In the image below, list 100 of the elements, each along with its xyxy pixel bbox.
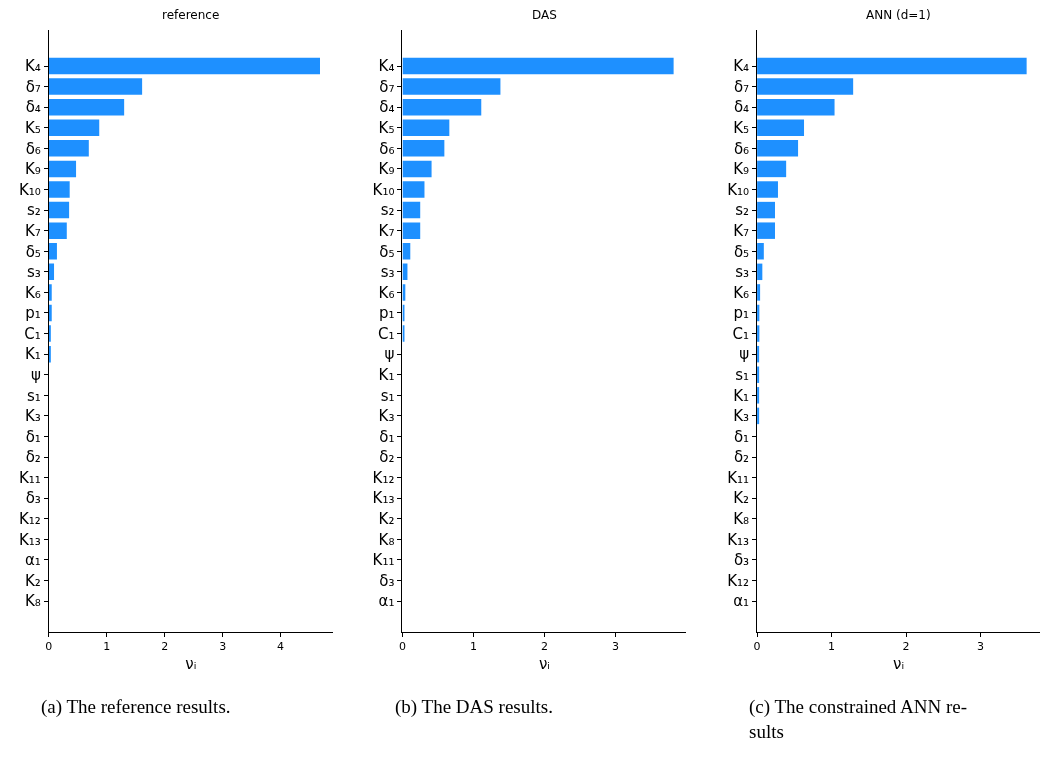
x-tick-label: 1 [103,640,111,654]
y-tick-label: K₅ [24,119,41,138]
y-tick-label: K₁₀ [372,180,395,199]
y-tick-label: s₃ [27,263,41,282]
x-tick-label: 3 [219,640,227,654]
y-tick-label: K₂ [733,489,750,508]
y-tick-label: δ₃ [25,489,41,508]
y-tick-label: K₃ [24,407,41,426]
y-tick-label: s₂ [27,201,41,220]
y-tick-label: s₃ [380,263,395,282]
y-tick-label: K₁ [733,386,750,405]
y-tick-label: K₁₂ [727,571,750,590]
y-tick-label: s₁ [27,386,41,405]
y-tick-label: K₃ [378,407,395,426]
y-tick-label: K₇ [733,221,750,240]
x-tick-label: 2 [902,640,910,654]
y-tick-label: K₈ [378,530,395,549]
y-tick-label: K₁ [378,365,395,384]
x-tick-label: 2 [540,640,548,654]
y-tick-label: s₁ [380,386,395,405]
y-tick-label: δ₃ [733,551,750,570]
y-tick-label: ψ [30,365,41,384]
y-tick-label: δ₂ [25,448,41,467]
y-tick-label: p₁ [25,304,41,323]
y-tick-label: K₃ [733,407,750,426]
y-tick-label: K₁ [24,345,41,364]
y-tick-label: K₅ [378,119,395,138]
y-tick-label: δ₄ [733,98,750,117]
chart-title: ANN (d=1) [866,8,931,22]
y-tick-label: ψ [384,345,395,364]
y-tick-label: δ₃ [379,571,395,590]
y-tick-label: K₆ [733,283,750,302]
x-tick-label: 1 [828,640,836,654]
y-tick-label: s₃ [735,263,750,282]
y-tick-label: δ₆ [733,139,750,158]
y-tick-label: δ₂ [733,448,750,467]
y-tick-label: C₁ [732,324,750,343]
y-tick-label: δ₄ [379,98,395,117]
y-tick-label: K₄ [733,57,750,76]
y-tick-label: δ₅ [25,242,41,261]
y-tick-label: K₁₁ [18,468,41,487]
x-tick-label: 3 [976,640,984,654]
y-tick-label: K₈ [24,592,41,611]
x-tick-label: 2 [161,640,169,654]
y-tick-label: δ₁ [25,427,41,446]
y-tick-label: K₉ [24,160,41,179]
y-tick-label: K₁₁ [372,551,395,570]
y-tick-label: K₂ [378,510,395,529]
y-tick-label: δ₇ [25,77,41,96]
y-tick-label: K₈ [733,510,750,529]
chart-title: DAS [532,8,557,22]
y-tick-label: K₁₃ [727,530,750,549]
x-tick-label: 0 [753,640,761,654]
y-tick-label: δ₅ [733,242,750,261]
x-axis-title: νᵢ [538,655,550,674]
x-axis-title: νᵢ [893,655,905,674]
y-tick-label: p₁ [733,304,750,323]
y-tick-label: α₁ [378,592,395,611]
y-tick-label: K₁₀ [18,180,41,199]
y-tick-label: s₂ [735,201,750,220]
y-tick-label: α₁ [733,592,750,611]
y-tick-label: δ₇ [733,77,750,96]
y-tick-label: δ₆ [379,139,395,158]
y-tick-label: K₆ [378,283,395,302]
y-tick-label: δ₁ [379,427,395,446]
y-tick-label: s₂ [380,201,395,220]
y-tick-label: K₇ [24,221,41,240]
y-tick-label: C₁ [24,324,41,343]
x-tick-label: 4 [277,640,285,654]
y-tick-label: K₁₃ [18,530,41,549]
y-tick-label: K₁₃ [372,489,395,508]
y-tick-label: K₉ [733,160,750,179]
y-tick-label: δ₄ [25,98,41,117]
y-tick-label: s₁ [735,365,750,384]
y-tick-label: δ₆ [25,139,41,158]
y-tick-label: C₁ [377,324,395,343]
y-tick-label: K₆ [24,283,41,302]
y-tick-label: δ₂ [379,448,395,467]
y-tick-label: ψ [739,345,750,364]
x-tick-label: 0 [45,640,53,654]
text: (a) The reference results. [41,696,231,718]
y-tick-label: δ₁ [733,427,750,446]
y-tick-label: K₁₂ [18,510,41,529]
x-axis-title: νᵢ [185,655,197,674]
y-tick-label: K₂ [24,571,41,590]
text: (c) The constrained ANN re- sults [749,696,968,742]
y-tick-label: K₅ [733,119,750,138]
y-tick-label: δ₅ [379,242,395,261]
x-tick-label: 1 [469,640,477,654]
chart-title: reference [162,8,220,22]
y-tick-label: δ₇ [379,77,395,96]
y-tick-label: K₄ [24,57,41,76]
text: (b) The DAS results. [395,696,553,718]
x-tick-label: 0 [398,640,406,654]
x-tick-label: 3 [611,640,619,654]
y-tick-label: K₁₂ [372,468,395,487]
y-tick-label: K₁₁ [727,468,750,487]
y-tick-label: K₄ [378,57,395,76]
y-tick-label: K₁₀ [727,180,750,199]
y-tick-label: K₉ [378,160,395,179]
